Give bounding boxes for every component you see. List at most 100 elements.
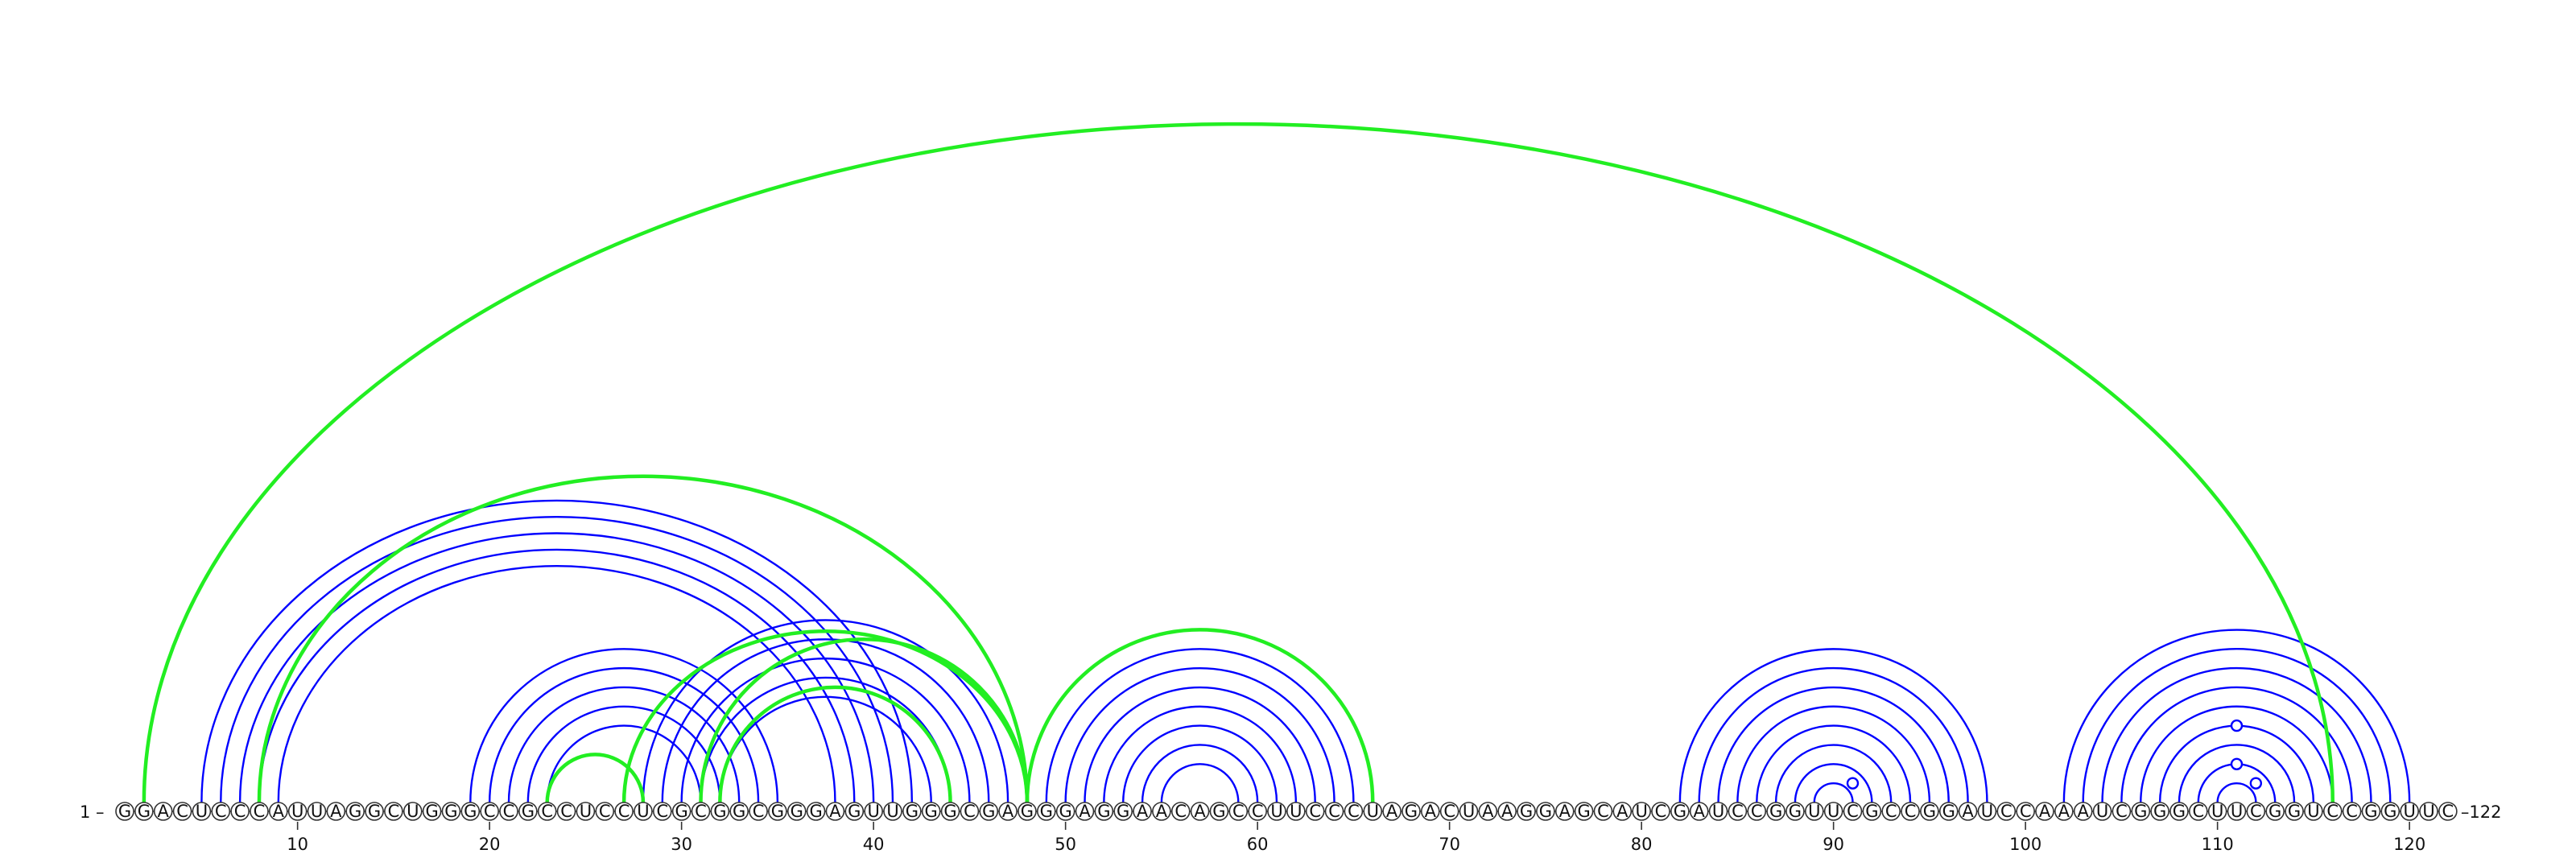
nucleotide-circle — [1785, 802, 1805, 821]
nucleotide-letter: G — [2153, 802, 2166, 821]
nucleotide: G — [365, 802, 384, 821]
nucleotide-circle — [2419, 802, 2438, 821]
tick-label: 60 — [1247, 835, 1269, 854]
nucleotide-circle — [365, 802, 384, 821]
base-pair-arc — [469, 648, 779, 803]
nucleotide-letter: C — [503, 802, 515, 821]
nucleotide: G — [1037, 802, 1056, 821]
base-pair-arc — [1122, 724, 1278, 803]
nucleotide: U — [576, 802, 596, 821]
nucleotide-circle — [2322, 802, 2343, 821]
nucleotide: U — [2227, 802, 2247, 821]
nucleotide-letter: A — [1962, 802, 1974, 821]
nucleotide-letter: C — [2346, 802, 2358, 821]
nucleotide-letter: G — [2364, 802, 2377, 821]
nucleotide: G — [2361, 802, 2381, 821]
nucleotide-letter: G — [1577, 802, 1590, 821]
nucleotide-circle — [1766, 802, 1785, 821]
nucleotide-letter: C — [484, 802, 496, 821]
nucleotide-circle — [1901, 802, 1920, 821]
nucleotide: A — [1554, 802, 1575, 821]
nucleotide-circle — [1996, 802, 2017, 821]
nucleotide-letter: U — [196, 802, 208, 821]
nucleotide-letter: U — [1808, 802, 1820, 821]
base-pair-arc — [200, 499, 914, 803]
nucleotide-letter: G — [2134, 802, 2147, 821]
nucleotide-letter: C — [1655, 802, 1667, 821]
nucleotide: U — [2207, 802, 2227, 821]
nucleotide: A — [1152, 802, 1171, 821]
nucleotide-letter: G — [1021, 802, 1034, 821]
nucleotide-circle — [250, 802, 269, 821]
nucleotide-circle — [634, 802, 653, 821]
nucleotide: U — [1708, 802, 1728, 821]
nucleotide-circle — [1037, 802, 1056, 821]
base-pair-arc — [1794, 763, 1873, 803]
nucleotide: C — [2016, 802, 2035, 821]
nucleotide-letter: G — [1059, 802, 1072, 821]
nucleotide: A — [2054, 802, 2074, 821]
nucleotide-circle — [268, 802, 288, 821]
nucleotide-circle — [1055, 802, 1075, 821]
nucleotide-circle — [1228, 802, 1249, 821]
nucleotide-circle — [1977, 802, 1997, 821]
nucleotide-letter: C — [215, 802, 227, 821]
nucleotide-letter: G — [982, 802, 995, 821]
tick-label: 20 — [479, 835, 501, 854]
nucleotide-letter: U — [407, 802, 419, 821]
nucleotide-letter: A — [1002, 802, 1014, 821]
nucleotide-circle — [1862, 802, 1882, 821]
nucleotide-circle — [422, 802, 442, 821]
nucleotide: C — [537, 802, 557, 821]
nucleotide-letter: C — [1732, 802, 1744, 821]
nucleotide-letter: G — [2288, 802, 2301, 821]
nucleotide-circle — [940, 802, 960, 821]
nucleotide-letter: U — [1290, 802, 1302, 821]
nucleotide-circle — [1075, 802, 1095, 821]
base-pair-arc — [1774, 744, 1893, 803]
nucleotide: G — [2150, 802, 2169, 821]
base-pair-arc — [1045, 648, 1355, 803]
nucleotide-circle — [230, 802, 250, 821]
alternate-pair-arc — [718, 685, 952, 803]
nucleotide: G — [518, 802, 538, 821]
nucleotide: C — [1439, 802, 1459, 821]
nucleotide-letter: U — [2096, 802, 2108, 821]
nucleotide-letter: G — [1539, 802, 1552, 821]
base-pair-arc — [2062, 629, 2411, 803]
nucleotide-circle — [211, 802, 231, 821]
nucleotide-circle — [1344, 802, 1364, 821]
nucleotide-letter: G — [1405, 802, 1418, 821]
nucleotide: G — [940, 802, 960, 821]
nucleotide: U — [1823, 802, 1843, 821]
nucleotide-circle — [1152, 802, 1171, 821]
base-pair-arc — [2082, 648, 2392, 803]
nucleotide-letter: C — [618, 802, 630, 821]
nucleotide-letter: C — [1885, 802, 1897, 821]
nucleotide: U — [1267, 802, 1286, 821]
nucleotide-circle — [115, 802, 134, 821]
tick-label: 80 — [1631, 835, 1653, 854]
nucleotide-letter: C — [2442, 802, 2454, 821]
nucleotide: A — [2073, 802, 2093, 821]
nucleotide-letter: C — [599, 802, 611, 821]
nucleotide-letter: C — [753, 802, 765, 821]
nucleotide-letter: A — [1425, 802, 1437, 821]
nucleotide-letter: C — [964, 802, 976, 821]
nucleotide-letter: A — [1194, 802, 1206, 821]
nucleotide-letter: C — [1309, 802, 1321, 821]
nucleotide-circle — [595, 802, 615, 821]
nucleotide: U — [634, 802, 653, 821]
nucleotide-letter: A — [2058, 802, 2070, 821]
nucleotide-circle — [1209, 802, 1229, 821]
nucleotide: U — [1632, 802, 1651, 821]
base-pair-arc — [642, 619, 1009, 803]
nucleotide: G — [2265, 802, 2285, 821]
nucleotide-letter: U — [1367, 802, 1379, 821]
base-pair-arc — [488, 666, 760, 803]
nucleotide-letter: A — [1386, 802, 1398, 821]
base-pair-arc — [2120, 686, 2353, 803]
nucleotide-letter: G — [118, 802, 131, 821]
nucleotide-circle — [1843, 802, 1863, 821]
nucleotide-letter: G — [1769, 802, 1782, 821]
